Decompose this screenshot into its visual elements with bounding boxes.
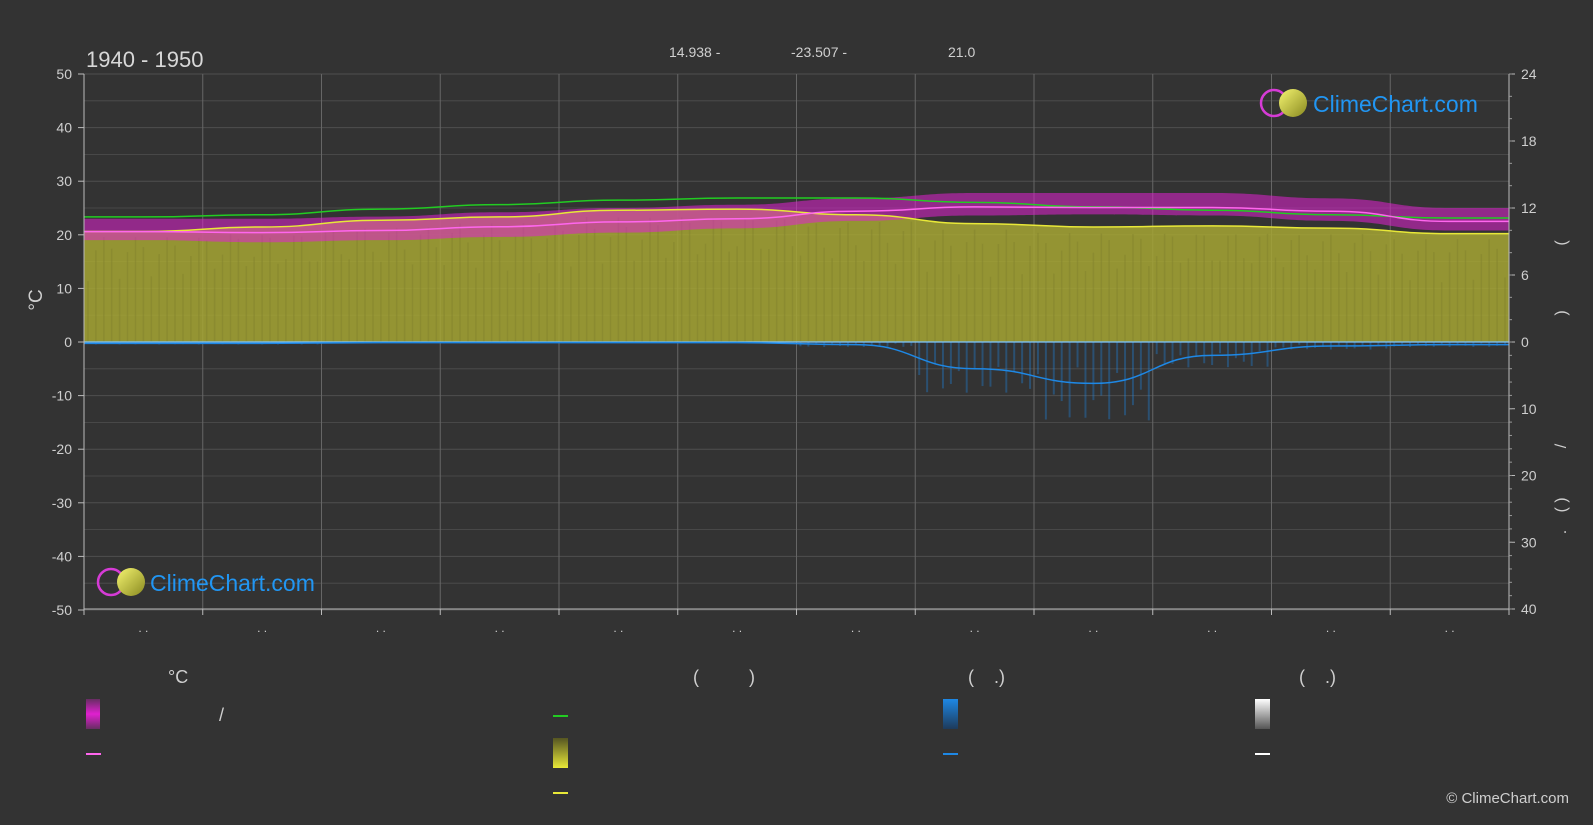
x-tick-label: . . (1207, 621, 1217, 635)
elevation-value: 21.0 (948, 44, 975, 60)
y2-precip-tick-label: 20 (1521, 468, 1537, 484)
legend-sun-header: ( ) (693, 667, 755, 687)
period-title: 1940 - 1950 (86, 47, 203, 72)
y2-hours-tick-label: 6 (1521, 267, 1529, 283)
y-tick-label: 0 (64, 334, 72, 350)
y2-axis-title-fragment: / (1553, 443, 1570, 448)
y-tick-label: -30 (52, 495, 72, 511)
y2-hours-tick-label: 0 (1521, 334, 1529, 350)
longitude-value: -23.507 - (791, 44, 847, 60)
y-tick-label: -40 (52, 548, 72, 564)
legend-rain-swatch (943, 699, 958, 729)
x-tick-label: . . (851, 621, 861, 635)
sunshine-area (84, 209, 1509, 342)
x-tick-label: . . (1088, 621, 1098, 635)
sunshine-line (84, 208, 1509, 235)
x-tick-label: . . (732, 621, 742, 635)
y-tick-label: -10 (52, 388, 72, 404)
legend-temp-range-swatch (86, 699, 100, 729)
x-tick-label: . . (376, 621, 386, 635)
legend-sunshine-swatch (553, 738, 568, 768)
y-tick-label: 50 (56, 66, 72, 82)
x-tick-label: . . (1326, 621, 1336, 635)
y-tick-label: 40 (56, 120, 72, 136)
y-tick-label: -20 (52, 441, 72, 457)
y2-precip-tick-label: 10 (1521, 401, 1537, 417)
legend-temp-header: °C (168, 667, 188, 687)
logo-sun-icon (117, 568, 145, 596)
y2-axis-title-fragment: ( ) (1553, 497, 1570, 512)
temp-range-band (84, 192, 1509, 243)
legend: °C ( ) ( .) ( .) / (86, 667, 1336, 794)
rain-line (84, 341, 1509, 385)
legend-slash: / (219, 705, 224, 725)
latitude-value: 14.938 - (669, 44, 721, 60)
y-tick-label: -50 (52, 602, 72, 618)
daylight-line (84, 197, 1509, 219)
legend-snow-header: ( .) (1299, 667, 1336, 687)
legend-rain-header: ( .) (968, 667, 1005, 687)
copyright: © ClimeChart.com (1446, 790, 1569, 807)
y-tick-label: 20 (56, 227, 72, 243)
logo-text: ClimeChart.com (150, 570, 315, 596)
logo-text: ClimeChart.com (1313, 91, 1478, 117)
y2-precip-tick-label: 30 (1521, 534, 1537, 550)
y2-axis-title-fragment: ) (1553, 310, 1570, 315)
logo-sun-icon (1279, 89, 1307, 117)
x-tick-label: . . (495, 621, 505, 635)
y2-hours-tick-label: 18 (1521, 133, 1537, 149)
data-layer (84, 192, 1509, 421)
avg-temp-line (84, 206, 1509, 234)
y2-hours-tick-label: 24 (1521, 66, 1537, 82)
y-axis-title: °C (26, 289, 47, 310)
legend-snow-swatch (1255, 699, 1270, 729)
logo-top: ClimeChart.com (1259, 88, 1478, 118)
logo-bottom: ClimeChart.com (96, 567, 315, 597)
x-tick-label: . . (613, 621, 623, 635)
y2-axis-title-fragment: ( (1553, 240, 1570, 246)
y-tick-label: 10 (56, 280, 72, 296)
axes: 50 40 30 20 10 0 -10 -20 -30 -40 -50 24 18 12 6 0 10 20 30… (52, 66, 1570, 635)
x-tick-label: . . (1445, 621, 1455, 635)
x-tick-label: . . (138, 621, 148, 635)
y2-precip-tick-label: 40 (1521, 601, 1537, 617)
x-tick-label: . . (970, 621, 980, 635)
x-tick-label: . . (257, 621, 267, 635)
y2-axis-title-fragment: . (1553, 530, 1570, 534)
y2-hours-tick-label: 12 (1521, 200, 1537, 216)
y-tick-label: 30 (56, 173, 72, 189)
